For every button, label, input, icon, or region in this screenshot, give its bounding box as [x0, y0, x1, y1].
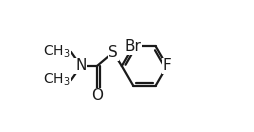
- Text: F: F: [163, 58, 171, 74]
- Text: N: N: [75, 58, 87, 74]
- Text: O: O: [91, 88, 103, 103]
- Text: Br: Br: [125, 39, 141, 54]
- Text: CH$_3$: CH$_3$: [43, 44, 71, 60]
- Text: S: S: [108, 45, 118, 60]
- Text: CH$_3$: CH$_3$: [43, 72, 71, 88]
